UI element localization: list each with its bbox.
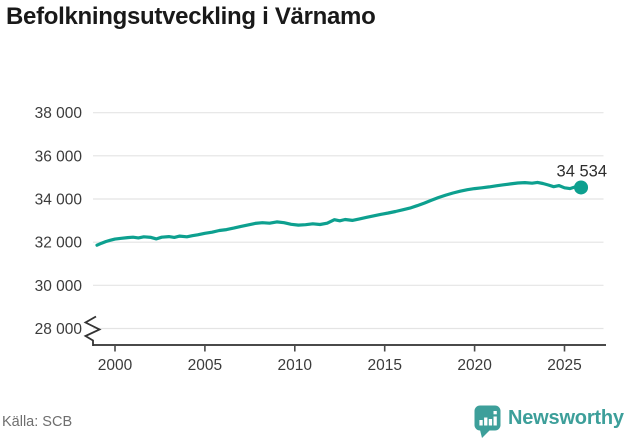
y-tick-label: 36 000 <box>35 148 83 165</box>
newsworthy-brand: Newsworthy <box>473 404 631 439</box>
y-tick-label: 34 000 <box>35 192 83 209</box>
newsworthy-logo-icon <box>474 405 501 438</box>
x-tick-label: 2010 <box>278 357 313 374</box>
x-tick-label: 2020 <box>457 357 492 374</box>
y-tick-label: 30 000 <box>35 278 83 295</box>
x-tick-label: 2015 <box>367 357 401 374</box>
y-tick-label: 32 000 <box>35 235 83 252</box>
axis-break-icon <box>83 315 102 346</box>
x-tick-label: 2005 <box>188 357 222 374</box>
latest-point-marker <box>574 180 589 195</box>
x-tick-label: 2000 <box>98 357 133 374</box>
y-tick-label: 38 000 <box>35 105 83 122</box>
x-tick-label: 2025 <box>547 357 581 374</box>
newsworthy-wordmark: Newsworthy <box>508 407 624 429</box>
population-line <box>95 180 583 247</box>
latest-value-label: 34 534 <box>557 162 607 180</box>
chart-title: Befolkningsutveckling i Värnamo <box>6 3 376 30</box>
source-note: Källa: SCB <box>2 414 73 430</box>
y-tick-label: 28 000 <box>35 321 83 338</box>
